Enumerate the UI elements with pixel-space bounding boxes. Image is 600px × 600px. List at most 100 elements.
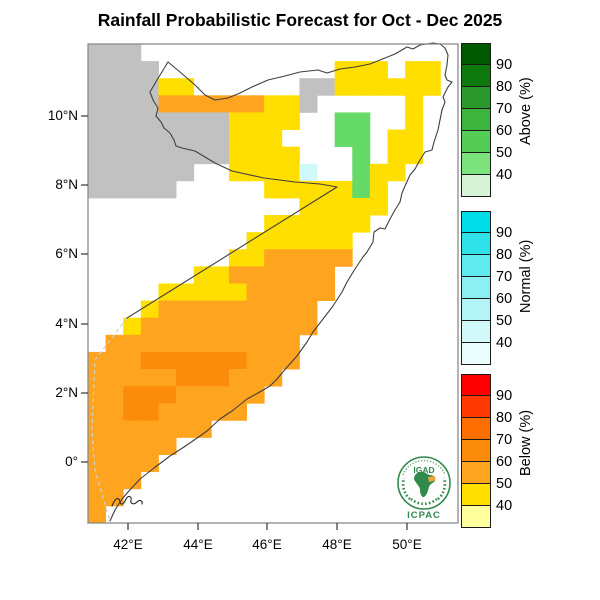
raster-cell bbox=[88, 505, 107, 524]
raster-cell bbox=[158, 146, 177, 165]
colorbar-tick-label: 50 bbox=[496, 145, 513, 161]
raster-cell bbox=[176, 420, 195, 438]
raster-cell bbox=[123, 334, 142, 353]
raster-cell bbox=[228, 266, 247, 284]
raster-cell bbox=[158, 163, 177, 182]
raster-cell bbox=[264, 95, 283, 113]
raster-cell bbox=[264, 180, 283, 199]
raster-cell bbox=[228, 386, 247, 404]
raster-cell bbox=[88, 112, 107, 130]
raster-cell bbox=[193, 403, 212, 421]
raster-cell bbox=[88, 437, 107, 455]
raster-cell bbox=[158, 437, 177, 455]
raster-cell bbox=[317, 78, 336, 96]
raster-cell bbox=[123, 437, 142, 455]
raster-cell bbox=[387, 129, 406, 148]
raster-cell bbox=[88, 78, 107, 96]
colorbar-cell bbox=[461, 131, 491, 153]
raster-cell bbox=[176, 95, 195, 113]
raster-cell bbox=[246, 266, 265, 284]
raster-cell bbox=[193, 95, 212, 113]
raster-cell bbox=[246, 317, 265, 336]
colorbar-tick-label: 70 bbox=[496, 269, 513, 285]
raster-cell bbox=[281, 300, 300, 319]
raster-cell bbox=[88, 180, 107, 199]
colorbar-tick-label: 60 bbox=[496, 123, 513, 139]
raster-cell bbox=[334, 232, 353, 250]
colorbar-tick-label: 60 bbox=[496, 291, 513, 307]
raster-cell bbox=[158, 300, 177, 319]
raster-cell bbox=[246, 249, 265, 267]
raster-cell bbox=[88, 471, 107, 490]
colorbar-cell bbox=[461, 65, 491, 87]
raster-cell bbox=[140, 351, 159, 370]
probability-raster-cells bbox=[88, 44, 441, 524]
raster-cell bbox=[299, 215, 318, 233]
raster-cell bbox=[88, 488, 107, 507]
raster-cell bbox=[422, 78, 441, 96]
raster-cell bbox=[140, 163, 159, 182]
raster-cell bbox=[211, 129, 230, 148]
raster-cell bbox=[140, 437, 159, 455]
raster-cell bbox=[334, 180, 353, 199]
raster-cell bbox=[299, 180, 318, 199]
x-axis-tick-label: 46°E bbox=[252, 537, 282, 552]
raster-cell bbox=[140, 420, 159, 438]
logo-rim-microtext bbox=[402, 459, 446, 476]
colorbar-tick-label: 80 bbox=[496, 410, 513, 426]
raster-cell bbox=[228, 112, 247, 130]
raster-cell bbox=[140, 334, 159, 353]
raster-cell bbox=[123, 351, 142, 370]
raster-cell bbox=[264, 129, 283, 148]
colorbar-cell bbox=[461, 153, 491, 175]
colorbar-normal bbox=[461, 211, 491, 365]
raster-cell bbox=[264, 232, 283, 250]
raster-cell bbox=[105, 403, 124, 421]
raster-cell bbox=[228, 249, 247, 267]
raster-cell bbox=[123, 369, 142, 387]
raster-cell bbox=[88, 146, 107, 165]
raster-cell bbox=[228, 283, 247, 302]
somalia-western-border bbox=[126, 61, 338, 319]
raster-cell bbox=[387, 163, 406, 182]
raster-cell bbox=[246, 334, 265, 353]
raster-cell bbox=[228, 317, 247, 336]
raster-cell bbox=[105, 129, 124, 148]
raster-cell bbox=[246, 283, 265, 302]
raster-cell bbox=[264, 146, 283, 165]
raster-cell bbox=[176, 300, 195, 319]
raster-cell bbox=[176, 283, 195, 302]
raster-cell bbox=[105, 78, 124, 96]
raster-cell bbox=[299, 317, 318, 336]
raster-cell bbox=[299, 249, 318, 267]
colorbar-tick-label: 80 bbox=[496, 247, 513, 263]
raster-cell bbox=[228, 300, 247, 319]
raster-cell bbox=[317, 249, 336, 267]
raster-cell bbox=[405, 95, 424, 113]
raster-cell bbox=[264, 317, 283, 336]
raster-cell bbox=[228, 351, 247, 370]
raster-cell bbox=[105, 146, 124, 165]
axis-tick-marks bbox=[81, 115, 408, 530]
raster-cell bbox=[246, 129, 265, 148]
raster-cell bbox=[334, 197, 353, 216]
raster-cell bbox=[264, 163, 283, 182]
raster-cell bbox=[264, 215, 283, 233]
raster-cell bbox=[140, 300, 159, 319]
logo-laurel-left bbox=[401, 477, 411, 500]
colorbar-cell bbox=[461, 462, 491, 484]
y-axis-tick-label: 8°N bbox=[55, 177, 78, 192]
raster-cell bbox=[281, 112, 300, 130]
raster-cell bbox=[228, 403, 247, 421]
raster-cell bbox=[211, 283, 230, 302]
raster-cell bbox=[317, 180, 336, 199]
x-axis-tick-label: 44°E bbox=[183, 537, 213, 552]
raster-cell bbox=[281, 180, 300, 199]
raster-cell bbox=[123, 420, 142, 438]
raster-cell bbox=[193, 317, 212, 336]
logo-horn-highlight bbox=[428, 476, 436, 482]
raster-cell bbox=[211, 146, 230, 165]
raster-cell bbox=[193, 386, 212, 404]
